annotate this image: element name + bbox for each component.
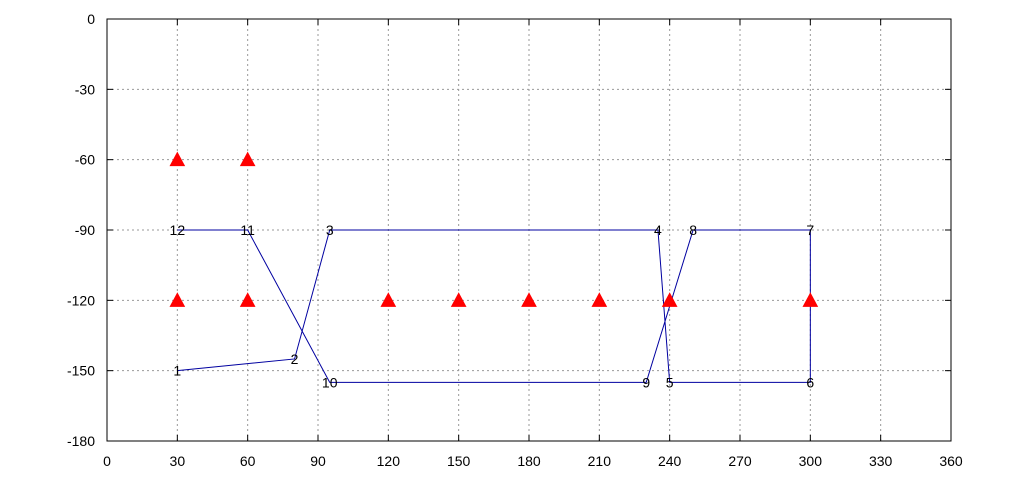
- point-label: 12: [170, 222, 186, 238]
- x-tick-label: 90: [310, 453, 326, 469]
- point-label: 8: [689, 222, 697, 238]
- x-tick-label: 330: [869, 453, 893, 469]
- triangle-marker: [802, 292, 819, 307]
- y-tick-label: -90: [75, 222, 95, 238]
- triangle-marker: [380, 292, 397, 307]
- y-tick-label: -180: [67, 433, 95, 449]
- point-label: 2: [291, 351, 299, 367]
- triangle-marker: [239, 151, 256, 167]
- triangle-marker: [521, 292, 537, 307]
- triangle-marker: [591, 292, 608, 307]
- x-tick-label: 60: [240, 453, 256, 469]
- y-tick-label: -30: [75, 81, 95, 97]
- route-series: [177, 229, 811, 383]
- x-tick-label: 150: [447, 453, 471, 469]
- y-tick-label: -60: [75, 152, 95, 168]
- triangle-marker: [661, 292, 678, 307]
- y-tick-label: -120: [67, 292, 95, 308]
- x-tick-label: 360: [939, 453, 963, 469]
- triangle-marker: [239, 292, 256, 307]
- plot-frame: [106, 18, 952, 442]
- point-label: 11: [240, 222, 255, 238]
- point-label: 4: [654, 222, 662, 238]
- x-tick-label: 0: [103, 453, 111, 469]
- x-tick-label: 120: [377, 453, 401, 469]
- point-label: 9: [642, 374, 650, 390]
- point-label: 5: [666, 374, 674, 390]
- marker-series: [169, 151, 819, 307]
- x-tick-label: 210: [588, 453, 612, 469]
- x-tick-label: 300: [799, 453, 823, 469]
- y-tick-label: -150: [67, 363, 95, 379]
- triangle-marker: [169, 292, 186, 307]
- point-label: 6: [806, 374, 814, 390]
- x-tick-label: 30: [170, 453, 186, 469]
- y-tick-label: 0: [87, 11, 95, 27]
- point-label: 3: [326, 222, 334, 238]
- point-label: 1: [173, 363, 181, 379]
- x-tick-label: 240: [658, 453, 682, 469]
- point-label: 7: [806, 222, 814, 238]
- triangle-marker: [450, 292, 467, 307]
- route-line: [177, 229, 811, 383]
- triangle-marker: [169, 151, 186, 167]
- x-tick-label: 180: [517, 453, 541, 469]
- point-label: 10: [322, 374, 338, 390]
- x-tick-label: 270: [728, 453, 752, 469]
- tick-labels: 0 30 60 90 120 150 180 210 240 270 300 330 3600-30-6…: [67, 11, 963, 469]
